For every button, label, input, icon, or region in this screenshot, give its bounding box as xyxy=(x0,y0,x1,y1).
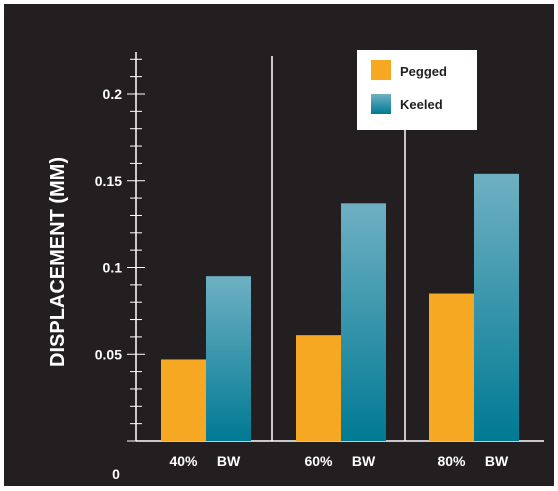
y-tick-label: 0.2 xyxy=(103,86,123,102)
bar-pegged xyxy=(296,335,341,441)
displacement-bar-chart: 0.05 0.1 0.15 0.2 0 40% BW 60% BW 80% BW DISPLACEM… xyxy=(4,4,554,486)
legend-label-keeled: Keeled xyxy=(400,97,443,112)
x-category-label: 40% xyxy=(169,453,198,469)
x-category-label: 80% xyxy=(437,453,466,469)
x-category-label: BW xyxy=(485,453,509,469)
bars-layer xyxy=(161,173,519,441)
legend: Pegged Keeled xyxy=(357,50,477,130)
y-axis-title: DISPLACEMENT (MM) xyxy=(47,157,69,367)
bar-keeled xyxy=(341,203,386,441)
bar-keeled xyxy=(206,276,251,441)
legend-swatch-pegged xyxy=(371,60,391,80)
x-category-label: BW xyxy=(352,453,376,469)
y-tick-label: 0.15 xyxy=(95,173,122,189)
x-category-label: 60% xyxy=(304,453,333,469)
y-tick-label: 0.05 xyxy=(95,346,122,362)
bar-keeled xyxy=(474,173,519,441)
labels-layer: 0.05 0.1 0.15 0.2 0 40% BW 60% BW 80% BW xyxy=(95,86,509,482)
bar-pegged xyxy=(429,293,474,441)
legend-label-pegged: Pegged xyxy=(400,64,447,79)
legend-swatch-keeled xyxy=(371,94,391,114)
y-tick-label: 0.1 xyxy=(103,260,123,276)
chart-container: 0.05 0.1 0.15 0.2 0 40% BW 60% BW 80% BW DISPLACEM… xyxy=(4,4,554,486)
x-category-label: BW xyxy=(217,453,241,469)
bar-pegged xyxy=(161,359,206,441)
y-zero-label: 0 xyxy=(112,466,120,482)
